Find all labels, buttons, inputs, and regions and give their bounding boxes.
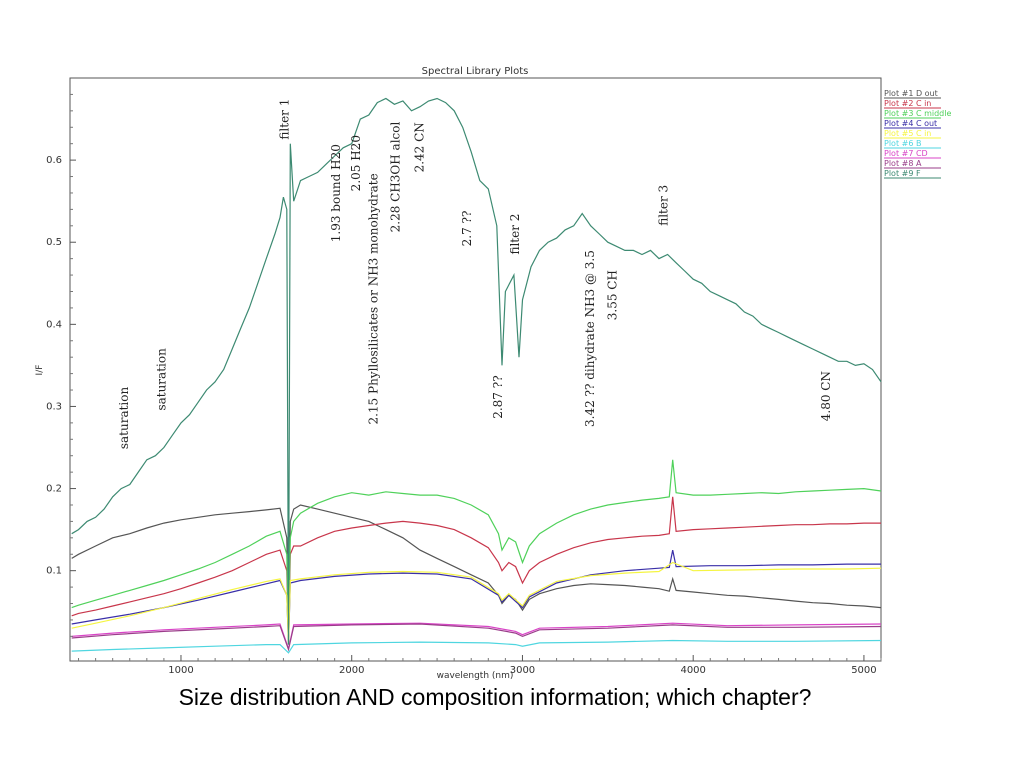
series-line-7: [71, 622, 882, 651]
y-tick-label: 0.4: [46, 319, 62, 330]
series-line-3: [71, 459, 882, 637]
x-tick-label: 3000: [510, 665, 535, 676]
legend-entry: Plot #6 B: [884, 139, 921, 148]
annotation-label: filter 3: [657, 185, 671, 226]
series-line-5: [71, 561, 882, 645]
y-tick-label: 0.5: [46, 237, 62, 248]
plot-area: [69, 77, 882, 662]
annotation-label: 2.05 H20: [349, 135, 363, 191]
series-line-9: [71, 97, 882, 645]
legend-entry: Plot #2 C in: [884, 99, 931, 108]
annotation-label: 2.7 ??: [460, 211, 474, 247]
annotation-label: 2.42 CN: [412, 122, 426, 172]
series-layer: [71, 97, 882, 654]
legend-entry: Plot #8 A: [884, 159, 922, 168]
legend-entry: Plot #7 CD: [884, 149, 928, 158]
x-tick-label: 4000: [680, 665, 705, 676]
y-tick-label: 0.6: [46, 155, 62, 166]
x-axis: 1000 2000 3000 4000 5000: [78, 655, 882, 676]
annotation-layer: saturation saturation filter 1 1.93 bound H…: [117, 99, 833, 450]
y-tick-label: 0.1: [46, 566, 62, 577]
legend-entry: Plot #1 D out: [884, 89, 938, 98]
y-tick-label: 0.3: [46, 401, 62, 412]
annotation-label: 1.93 bound H20: [329, 144, 343, 242]
annotation-label: filter 2: [508, 214, 522, 255]
y-axis: 0.1 0.2 0.3 0.4 0.5 0.6: [46, 93, 76, 637]
chart-title: Spectral Library Plots: [422, 66, 529, 77]
x-axis-label: wavelength (nm): [437, 671, 514, 681]
x-tick-label: 5000: [851, 665, 876, 676]
annotation-label: 4.80 CN: [819, 371, 833, 421]
annotation-label: 3.42 ?? dihydrate NH3 @ 3.5: [583, 250, 597, 427]
annotation-label: filter 1: [278, 99, 292, 140]
annotation-label: saturation: [155, 348, 169, 411]
x-tick-label: 2000: [339, 665, 364, 676]
series-line-6: [71, 639, 882, 654]
annotation-label: 2.15 Phyllosilicates or NH3 monohydrate: [366, 173, 380, 424]
legend-entry: Plot #5 C in: [884, 129, 931, 138]
x-tick-label: 1000: [168, 665, 193, 676]
series-line-1: [71, 504, 882, 637]
legend-entry: Plot #4 C out: [884, 119, 937, 128]
slide-caption: Size distribution AND composition inform…: [178, 684, 812, 710]
y-axis-label: I/F: [35, 365, 45, 376]
series-line-2: [71, 496, 881, 637]
legend-entry: Plot #9 F: [884, 169, 921, 178]
series-line-4: [71, 549, 881, 645]
annotation-label: 2.28 CH3OH alcol: [389, 122, 403, 233]
annotation-label: saturation: [117, 387, 131, 450]
annotation-label: 2.87 ??: [491, 375, 505, 418]
y-tick-label: 0.2: [46, 484, 62, 495]
annotation-label: 3.55 CH: [605, 270, 619, 320]
legend-entry: Plot #3 C middle: [884, 109, 951, 118]
series-line-8: [71, 623, 882, 652]
